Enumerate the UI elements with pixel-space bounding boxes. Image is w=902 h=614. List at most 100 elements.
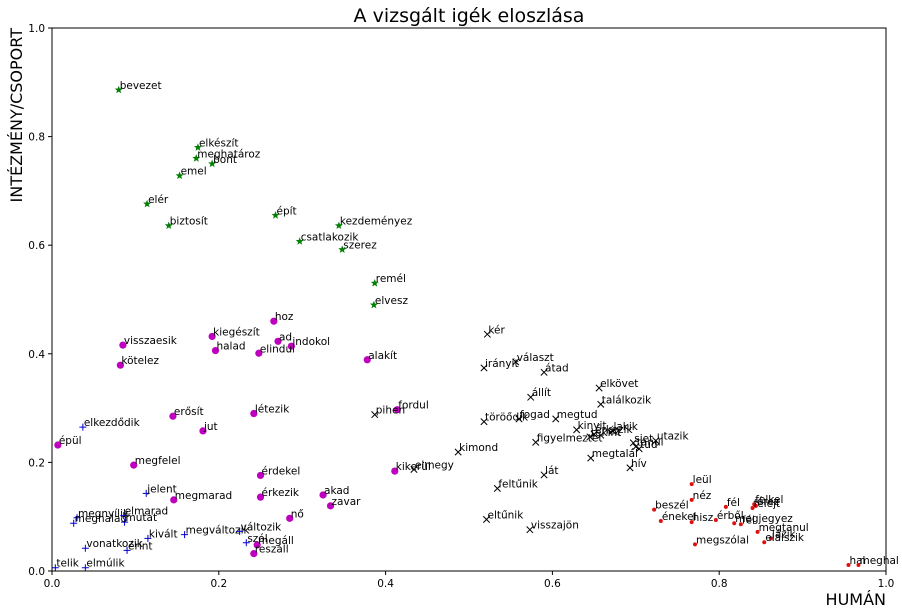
- data-point: [164, 221, 173, 230]
- point-label: kimond: [459, 442, 498, 454]
- point-label: találkozik: [602, 394, 652, 406]
- point-label: töröődik: [485, 412, 529, 424]
- point-label: felkel: [755, 494, 783, 506]
- point-label: beszél: [655, 500, 688, 512]
- data-point: [454, 448, 462, 456]
- data-point: [114, 85, 123, 94]
- data-point: [369, 300, 378, 309]
- point-label: bevezet: [120, 80, 162, 92]
- data-point: [480, 418, 488, 426]
- point-label: tekint: [591, 427, 621, 439]
- data-point: [393, 406, 401, 414]
- point-label: eltűnik: [488, 509, 525, 521]
- data-point: [689, 520, 694, 525]
- point-label: csatlakozik: [301, 231, 360, 243]
- data-point: [208, 332, 216, 341]
- point-label: figyelmeztet: [537, 432, 603, 444]
- data-point: [123, 546, 131, 554]
- point-label: alakít: [368, 350, 397, 362]
- point-label: szerez: [343, 240, 377, 252]
- data-point: [144, 534, 152, 542]
- point-label: remél: [376, 273, 406, 285]
- data-point: [54, 441, 62, 449]
- point-label: nő: [291, 508, 304, 520]
- data-point: [250, 550, 258, 558]
- data-point: [652, 437, 660, 445]
- point-label: megtud: [557, 409, 598, 421]
- point-label: fél: [727, 497, 740, 509]
- point-label: kér: [488, 324, 505, 336]
- point-label: fél: [742, 514, 755, 526]
- x-tick-label: 1.0: [878, 578, 895, 590]
- point-label: fordul: [398, 400, 429, 412]
- data-point: [629, 439, 637, 447]
- data-point: [199, 427, 207, 435]
- data-point: [652, 507, 657, 512]
- point-label: leül: [693, 474, 712, 486]
- data-point: [755, 529, 760, 534]
- data-point: [532, 438, 540, 446]
- data-point: [130, 461, 138, 469]
- data-point: [175, 171, 184, 180]
- point-label: néz: [602, 425, 621, 437]
- data-point: [120, 512, 128, 520]
- data-point: [732, 521, 737, 526]
- data-point: [540, 368, 548, 376]
- point-label: választ: [517, 352, 554, 364]
- point-label: meghalad: [75, 513, 127, 525]
- data-point: [81, 544, 89, 552]
- y-tick-label: 0.2: [28, 457, 45, 469]
- data-point: [255, 349, 263, 357]
- point-label: szól: [247, 533, 267, 545]
- point-label: énekel: [662, 511, 697, 523]
- y-axis-label: INTÉZMÉNY/CSOPORT: [7, 28, 26, 203]
- data-point: [493, 484, 501, 493]
- point-label: zavar: [332, 496, 362, 508]
- data-point: [51, 564, 59, 572]
- point-label: halad: [216, 341, 245, 353]
- point-label: megáll: [258, 535, 294, 547]
- data-point: [512, 358, 520, 366]
- data-point: [70, 519, 78, 527]
- data-point: [338, 245, 347, 253]
- point-label: épül: [59, 435, 82, 447]
- point-label: elmúlik: [86, 558, 125, 570]
- data-point: [286, 514, 294, 522]
- point-label: érből: [717, 510, 744, 522]
- point-label: elér: [148, 194, 169, 206]
- point-label: elkészít: [199, 137, 239, 149]
- data-point: [371, 411, 379, 419]
- point-label: megváltozik: [186, 525, 251, 537]
- point-label: elkövet: [600, 378, 638, 390]
- data-point: [370, 279, 379, 287]
- data-point: [319, 491, 327, 499]
- data-point: [738, 522, 743, 527]
- data-point: [658, 519, 663, 524]
- point-label: hisz: [693, 512, 714, 524]
- point-label: mutat: [126, 512, 158, 524]
- data-point: [713, 517, 718, 522]
- point-label: kötelez: [121, 355, 159, 367]
- plot-frame: [51, 27, 887, 572]
- data-point: [170, 496, 178, 504]
- point-label: megmarad: [175, 490, 232, 502]
- point-label: pihen: [376, 405, 405, 417]
- point-label: megtanul: [759, 522, 809, 534]
- data-point: [587, 454, 595, 462]
- data-point: [552, 415, 560, 423]
- point-label: kivált: [149, 528, 178, 540]
- y-tick-label: 1.0: [28, 23, 45, 35]
- data-point: [121, 518, 129, 526]
- data-point: [81, 564, 89, 572]
- point-label: meghal: [859, 555, 898, 567]
- data-point: [526, 526, 534, 534]
- point-label: ad: [279, 331, 292, 343]
- point-label: átad: [545, 362, 569, 374]
- data-point: [192, 154, 201, 162]
- data-point: [527, 393, 535, 401]
- data-point: [271, 211, 280, 219]
- point-label: épít: [277, 205, 297, 217]
- data-point: [595, 384, 603, 392]
- data-point: [689, 482, 694, 487]
